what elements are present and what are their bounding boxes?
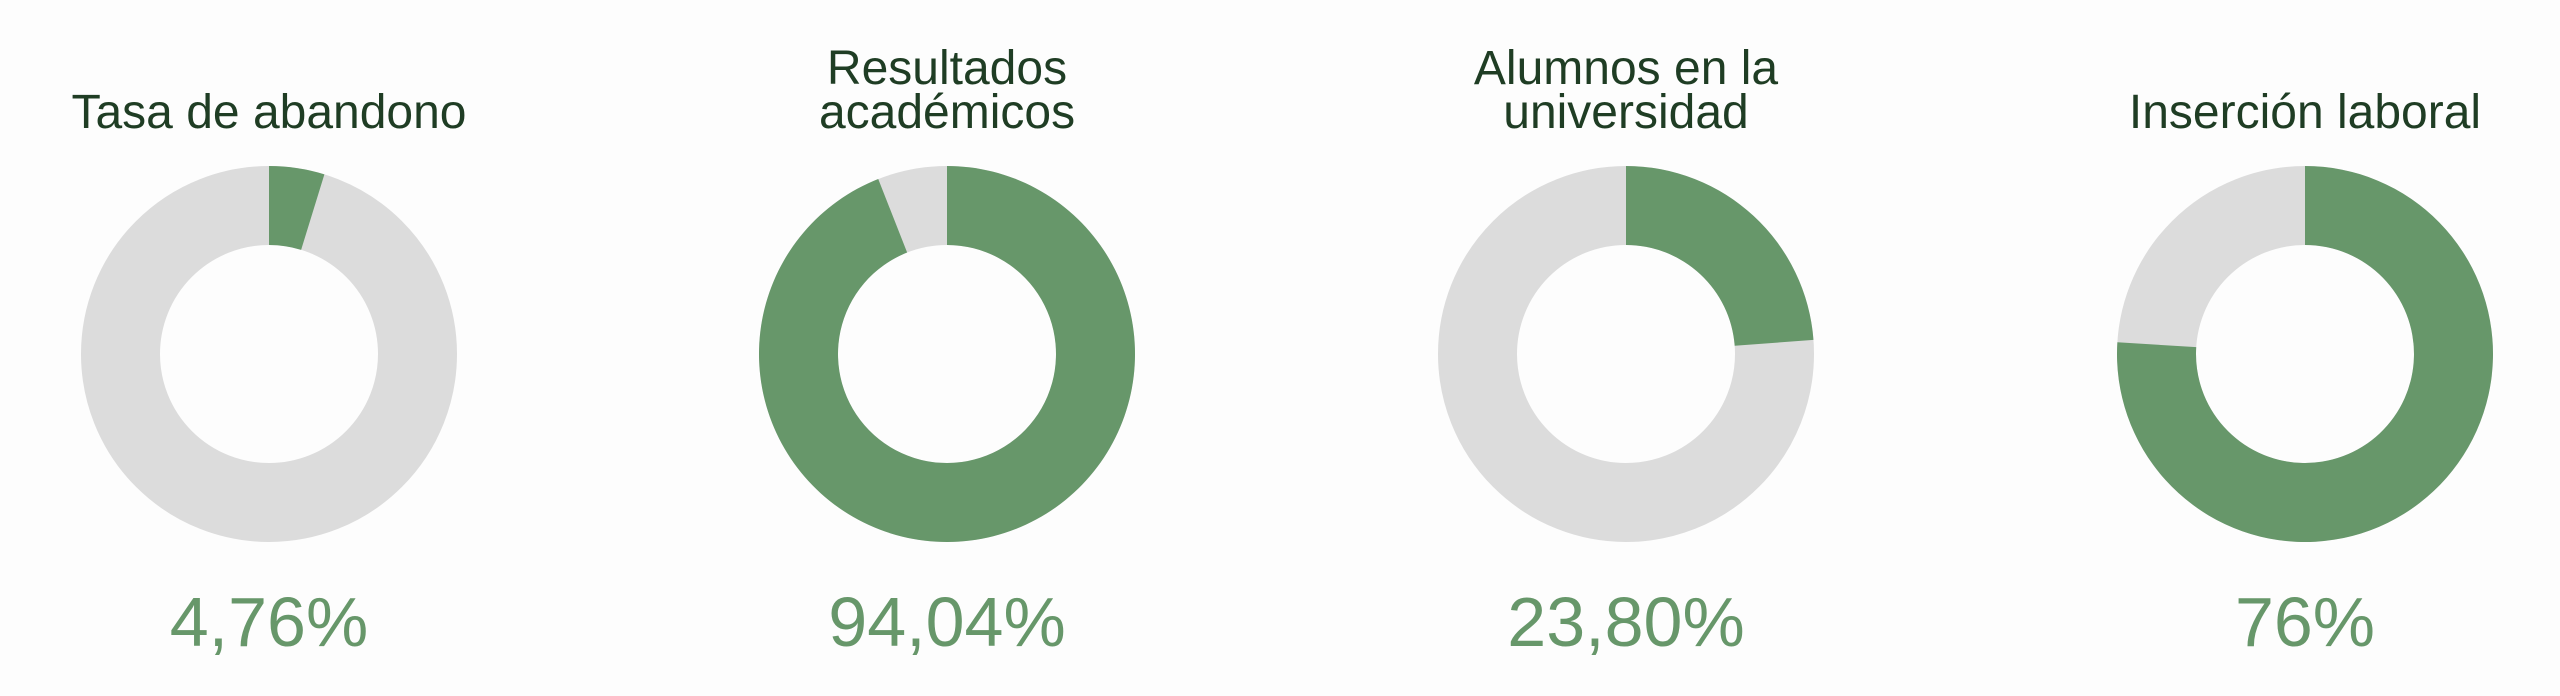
value-label: 4,76%	[169, 583, 369, 661]
donut-segment	[2117, 166, 2493, 542]
value-label: 76%	[2234, 583, 2376, 661]
donut-track	[81, 166, 457, 542]
chart-title: Alumnos en la universidad	[1473, 42, 1779, 139]
donut-segment	[1626, 166, 1814, 346]
chart-title: Resultados académicos	[818, 42, 1076, 139]
chart-title: Tasa de abandono	[71, 86, 467, 139]
donut-segment	[269, 166, 325, 250]
value-label: 94,04%	[828, 583, 1066, 661]
chart-title: Inserción laboral	[2128, 86, 2482, 139]
value-label: 23,80%	[1507, 583, 1745, 661]
donut-segment	[759, 166, 1135, 542]
